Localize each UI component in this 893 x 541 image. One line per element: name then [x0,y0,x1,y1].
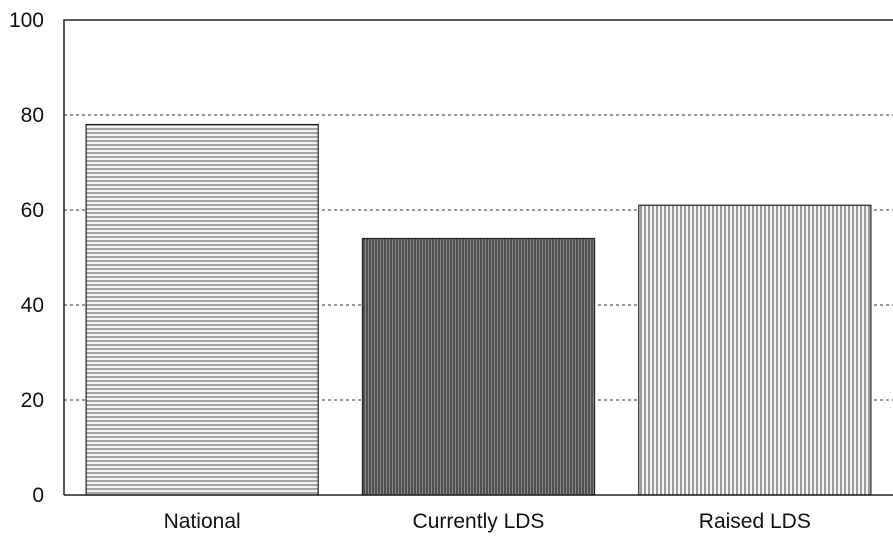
y-tick-label: 20 [21,389,44,412]
y-tick-label: 80 [21,104,44,127]
bars [85,123,872,496]
y-tick-label: 40 [21,294,44,317]
y-tick-label: 60 [21,199,44,222]
x-category-label: Raised LDS [699,510,811,533]
y-tick-label: 100 [9,9,44,32]
bar-raised-lds [638,204,872,496]
y-axis-ticks: 0 20 40 60 80 100 [9,9,44,507]
x-category-label: Currently LDS [413,510,545,533]
x-axis-labels: National Currently LDS Raised LDS [164,510,811,533]
plot-area-frame [63,19,893,495]
x-category-label: National [164,510,241,533]
y-tick-label: 0 [32,484,44,507]
bar-currently-lds [361,237,596,496]
bar-national [85,123,319,496]
